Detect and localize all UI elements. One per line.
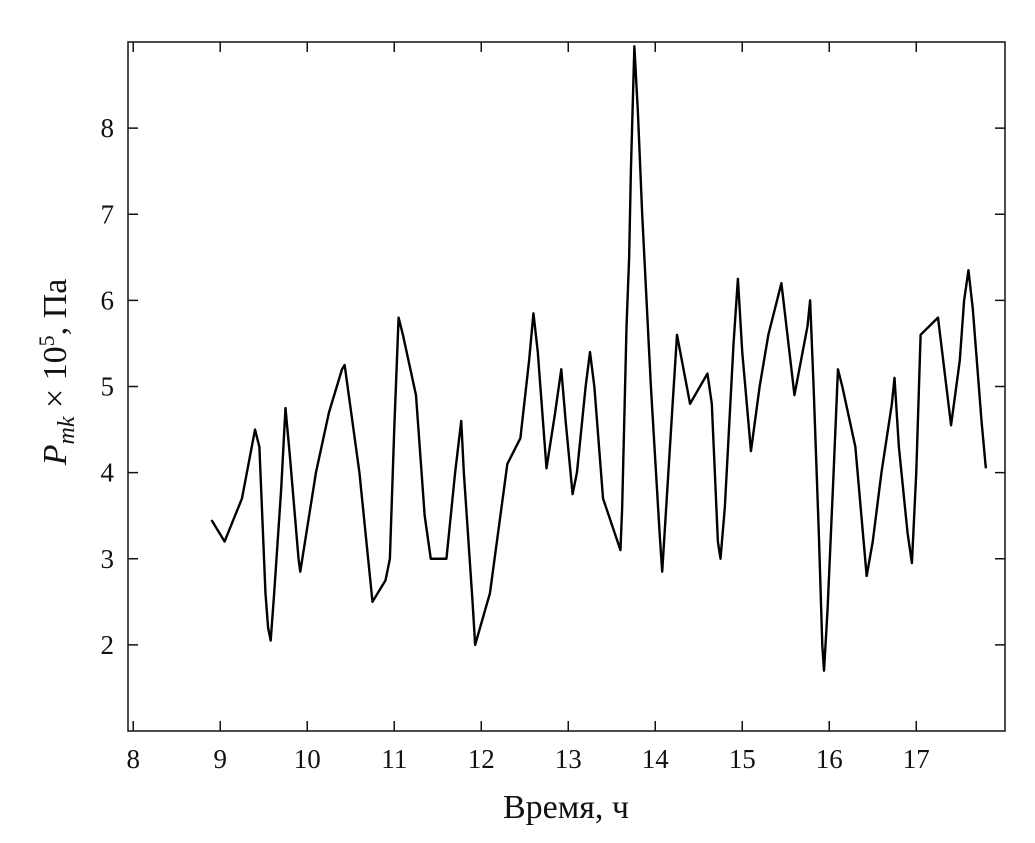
- y-tick-label: 3: [101, 544, 115, 574]
- data-line: [210, 45, 988, 672]
- x-tick-label: 16: [816, 744, 843, 774]
- x-tick-label: 13: [555, 744, 582, 774]
- y-tick-label: 7: [101, 199, 115, 229]
- x-tick-label: 9: [213, 744, 227, 774]
- y-title-sup: 5: [34, 335, 59, 346]
- x-tick-label: 10: [294, 744, 321, 774]
- y-tick-label: 6: [101, 285, 115, 315]
- y-tick-label: 8: [101, 113, 115, 143]
- x-tick-label: 11: [381, 744, 407, 774]
- x-tick-label: 12: [468, 744, 495, 774]
- y-tick-label: 2: [101, 630, 115, 660]
- plot-frame: [127, 41, 1006, 732]
- y-axis-title: Pmk × 105, Па: [34, 279, 80, 467]
- y-title-tail: , Па: [37, 279, 74, 336]
- x-tick-label: 14: [642, 744, 670, 774]
- y-title-mid: × 10: [37, 346, 74, 416]
- x-axis-title: Время, ч: [503, 789, 629, 826]
- y-tick-label: 4: [101, 458, 115, 488]
- x-tick-label: 17: [903, 744, 930, 774]
- x-tick-label: 15: [729, 744, 756, 774]
- y-title-main: P: [37, 445, 74, 467]
- y-title-sub: mk: [54, 416, 80, 444]
- y-tick-label: 5: [101, 372, 115, 402]
- x-tick-label: 8: [126, 744, 140, 774]
